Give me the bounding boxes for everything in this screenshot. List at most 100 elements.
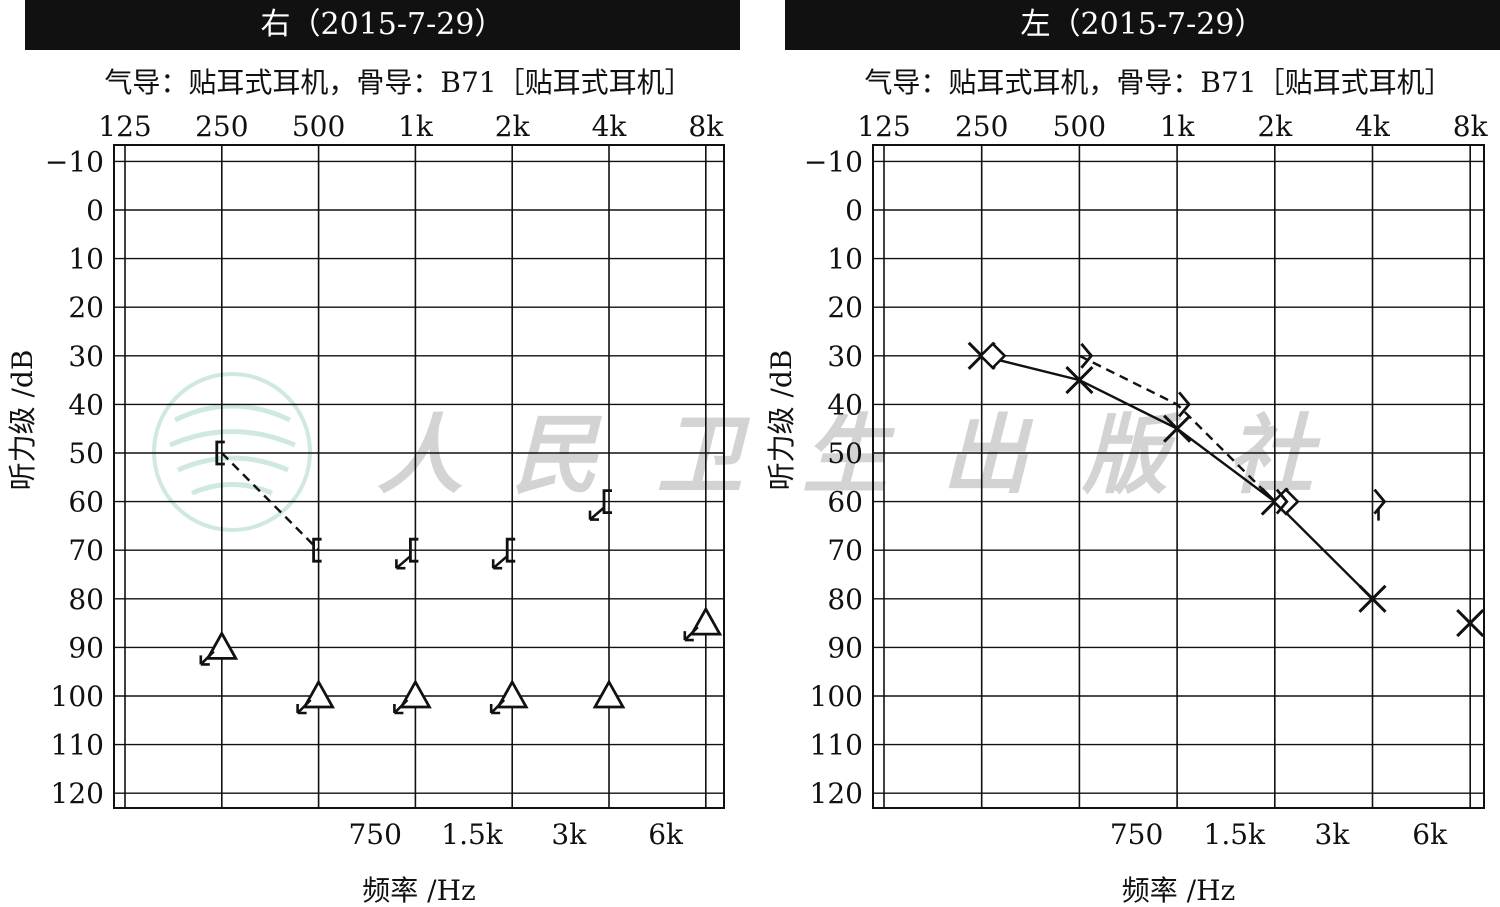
marker-no-response-arrow <box>491 555 509 570</box>
y-tick-label: 10 <box>68 243 104 276</box>
marker-no-response-arrow <box>395 555 412 570</box>
watermark-char: 民 <box>512 405 602 506</box>
y-tick-label: 90 <box>68 631 104 664</box>
marker-bone-right-bracket <box>312 537 322 563</box>
x-top-tick-label: 1k <box>1160 110 1196 143</box>
marker-bone-left-angle <box>1080 342 1094 369</box>
x-top-tick-label: 8k <box>688 110 724 143</box>
watermark-char: 出 <box>942 405 1034 506</box>
marker-no-response-arrow <box>683 626 699 642</box>
marker-air-right-triangle <box>495 679 529 709</box>
panel-subtitle: 气导：贴耳式耳机，骨导：B71［贴耳式耳机］ <box>104 66 692 99</box>
panel-subtitle: 气导：贴耳式耳机，骨导：B71［贴耳式耳机］ <box>864 66 1452 99</box>
left-ear-audiogram: 左（2015-7-29） 气导：贴耳式耳机，骨导：B71［贴耳式耳机］ −10 0 10… <box>765 0 1500 907</box>
marker-no-response-arrow <box>393 699 409 715</box>
watermark-char: 卫 <box>657 405 751 506</box>
panel-title-bar <box>25 0 740 50</box>
marker-air-left-x <box>1163 414 1192 443</box>
y-tick-label: 80 <box>827 583 863 616</box>
x-bottom-tick-label: 3k <box>551 818 587 851</box>
series-line <box>1078 354 1276 503</box>
y-tick-label: 30 <box>827 340 863 373</box>
y-tick-label: 120 <box>51 777 104 810</box>
y-tick-label: 0 <box>845 194 863 227</box>
watermark-char: 人 <box>377 405 463 506</box>
y-tick-label: 120 <box>810 777 863 810</box>
marker-diamond <box>978 341 1007 370</box>
watermark-logo-waves <box>169 403 296 496</box>
marker-air-right-triangle <box>592 679 626 709</box>
x-top-tick-label: 4k <box>592 110 628 143</box>
marker-bone-right-bracket <box>505 537 516 563</box>
right-ear-audiogram: 右（2015-7-29） 气导：贴耳式耳机，骨导：B71［贴耳式耳机］ −10 0 10… <box>6 0 740 907</box>
panel-title: 左（2015-7-29） <box>1021 7 1265 42</box>
y-axis-label: 听力级 /dB <box>765 350 798 491</box>
panel-title-bar <box>785 0 1500 50</box>
x-axis-label: 频率 /Hz <box>362 874 476 907</box>
marker-air-left-x <box>1358 584 1387 613</box>
series-line <box>220 452 320 552</box>
y-tick-label: 70 <box>68 534 104 567</box>
watermark-logo <box>152 372 312 532</box>
x-top-tick-label: 1k <box>398 110 434 143</box>
marker-bone-left-angle <box>1275 488 1289 515</box>
y-tick-label: 50 <box>68 437 104 470</box>
marker-air-right-triangle <box>689 606 723 636</box>
x-top-tick-label: 125 <box>98 110 151 143</box>
marker-no-response-arrow <box>588 506 605 521</box>
y-tick-label: 60 <box>827 486 863 519</box>
marker-bone-right-bracket <box>602 489 612 514</box>
y-tick-label: 40 <box>827 388 863 421</box>
plot-frame <box>872 144 1485 809</box>
x-axis-label: 频率 /Hz <box>1122 874 1236 907</box>
x-bottom-tick-label: 1.5k <box>441 818 504 851</box>
y-tick-label: 0 <box>86 194 104 227</box>
marker-no-response-arrow <box>489 699 506 715</box>
x-top-tick-label: 250 <box>195 110 248 143</box>
x-bottom-tick-label: 3k <box>1315 818 1351 851</box>
y-tick-label: −10 <box>45 145 104 178</box>
y-axis-label: 听力级 /dB <box>6 350 39 491</box>
y-tick-label: 30 <box>68 340 104 373</box>
y-tick-label: 50 <box>827 437 863 470</box>
marker-bone-right-bracket <box>215 440 225 466</box>
y-tick-label: 60 <box>68 486 104 519</box>
marker-air-right-triangle <box>205 630 239 660</box>
x-top-tick-label: 2k <box>495 110 531 143</box>
x-top-tick-label: 250 <box>955 110 1008 143</box>
plot-frame <box>113 144 725 809</box>
watermark-logo-ring <box>152 372 312 532</box>
y-tick-label: 90 <box>827 631 863 664</box>
marker-bone-right-bracket <box>409 537 419 563</box>
x-top-tick-label: 8k <box>1453 110 1489 143</box>
y-tick-label: 70 <box>827 534 863 567</box>
y-tick-label: 110 <box>810 729 863 762</box>
y-tick-label: 80 <box>68 583 104 616</box>
y-tick-label: 100 <box>51 680 104 713</box>
marker-bone-left-angle <box>1178 391 1191 418</box>
y-tick-label: 20 <box>827 291 863 324</box>
marker-no-response-arrow <box>296 699 312 715</box>
x-top-tick-label: 500 <box>1053 110 1106 143</box>
x-top-tick-label: 2k <box>1257 110 1293 143</box>
marker-air-left-x <box>1456 609 1485 638</box>
x-bottom-tick-label: 750 <box>348 818 401 851</box>
y-tick-label: 40 <box>68 388 104 421</box>
marker-air-right-triangle <box>302 679 335 709</box>
x-bottom-tick-label: 6k <box>1412 818 1448 851</box>
x-bottom-tick-label: 6k <box>648 818 684 851</box>
marker-air-right-triangle <box>399 679 432 709</box>
x-bottom-tick-label: 1.5k <box>1204 818 1267 851</box>
y-tick-label: −10 <box>804 145 863 178</box>
x-top-tick-label: 125 <box>857 110 910 143</box>
y-tick-label: 10 <box>827 243 863 276</box>
panel-title: 右（2015-7-29） <box>261 7 505 42</box>
y-tick-label: 20 <box>68 291 104 324</box>
x-top-tick-label: 500 <box>292 110 345 143</box>
watermark: 人民卫生出版社 <box>152 372 1321 532</box>
x-bottom-tick-label: 750 <box>1110 818 1163 851</box>
y-tick-label: 110 <box>51 729 104 762</box>
watermark-char: 生 <box>802 405 896 506</box>
marker-no-response-arrow <box>199 650 215 666</box>
